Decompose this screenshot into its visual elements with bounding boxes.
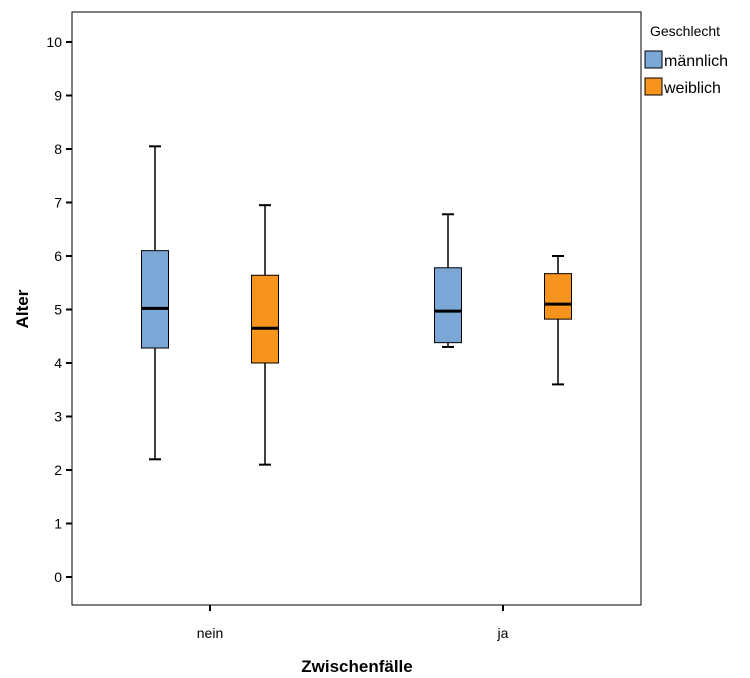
box-body-weiblich-nein — [251, 274, 279, 364]
y-tick-label-0: 0 — [54, 569, 62, 585]
box-body-weiblich-ja — [544, 273, 572, 320]
x-tick-label-ja: ja — [497, 625, 509, 641]
box-maennlich-nein — [141, 145, 169, 461]
x-axis-title: Zwischenfälle — [301, 657, 412, 676]
y-axis-title: Alter — [13, 289, 32, 328]
y-tick-label-10: 10 — [46, 34, 62, 50]
legend-swatch-maennlich — [644, 50, 663, 69]
legend-label-maennlich: männlich — [664, 53, 728, 70]
y-tick-label-4: 4 — [54, 355, 62, 371]
box-weiblich-ja — [544, 255, 572, 386]
y-tick-label-2: 2 — [54, 462, 62, 478]
y-tick-label-7: 7 — [54, 195, 62, 211]
box-group — [141, 145, 572, 466]
y-axis: 0 1 2 3 4 5 6 7 8 9 10 — [46, 34, 72, 585]
legend-label-weiblich: weiblich — [663, 80, 721, 97]
y-tick-label-5: 5 — [54, 302, 62, 318]
box-maennlich-ja — [434, 213, 462, 348]
box-body-maennlich-ja — [434, 267, 462, 344]
box-body-maennlich-nein — [141, 250, 169, 349]
y-tick-label-8: 8 — [54, 141, 62, 157]
legend-swatch-weiblich — [644, 77, 663, 96]
x-axis: nein ja — [197, 605, 509, 641]
legend-title: Geschlecht — [650, 23, 720, 39]
y-tick-label-6: 6 — [54, 248, 62, 264]
y-tick-label-3: 3 — [54, 409, 62, 425]
box-weiblich-nein — [251, 204, 279, 466]
y-tick-label-1: 1 — [54, 516, 62, 532]
y-tick-label-9: 9 — [54, 88, 62, 104]
legend: Geschlecht männlich weiblich — [644, 23, 728, 97]
x-tick-label-nein: nein — [197, 625, 223, 641]
